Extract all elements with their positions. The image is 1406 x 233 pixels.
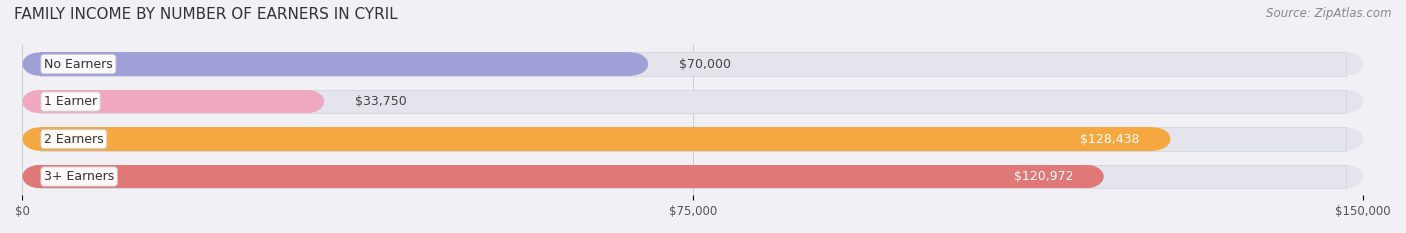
Bar [39,127,1153,151]
Text: Source: ZipAtlas.com: Source: ZipAtlas.com [1267,7,1392,20]
Text: $128,438: $128,438 [1080,133,1140,146]
Ellipse shape [22,165,56,188]
Text: FAMILY INCOME BY NUMBER OF EARNERS IN CYRIL: FAMILY INCOME BY NUMBER OF EARNERS IN CY… [14,7,398,22]
Bar [39,165,1346,188]
Text: No Earners: No Earners [44,58,112,71]
Ellipse shape [1329,127,1364,151]
Ellipse shape [22,127,56,151]
Ellipse shape [22,127,56,151]
Bar [39,52,1346,76]
Ellipse shape [1070,165,1104,188]
Ellipse shape [22,90,56,113]
Text: $33,750: $33,750 [354,95,406,108]
Text: $120,972: $120,972 [1014,170,1073,183]
Ellipse shape [1329,90,1364,113]
Ellipse shape [1329,165,1364,188]
Bar [39,90,307,113]
Text: 2 Earners: 2 Earners [44,133,104,146]
Ellipse shape [1136,127,1170,151]
Ellipse shape [22,90,56,113]
Bar [39,127,1346,151]
Text: 3+ Earners: 3+ Earners [44,170,114,183]
Bar [39,90,1346,113]
Bar [39,165,1346,188]
Ellipse shape [22,165,56,188]
Ellipse shape [1329,52,1364,76]
Bar [39,90,1346,113]
Ellipse shape [290,90,325,113]
Ellipse shape [614,52,648,76]
Ellipse shape [22,52,56,76]
Text: 1 Earner: 1 Earner [44,95,97,108]
Bar [39,127,1346,151]
Bar [39,52,1346,76]
Text: $70,000: $70,000 [679,58,731,71]
Bar [39,52,631,76]
Bar [39,165,1087,188]
Ellipse shape [22,52,56,76]
